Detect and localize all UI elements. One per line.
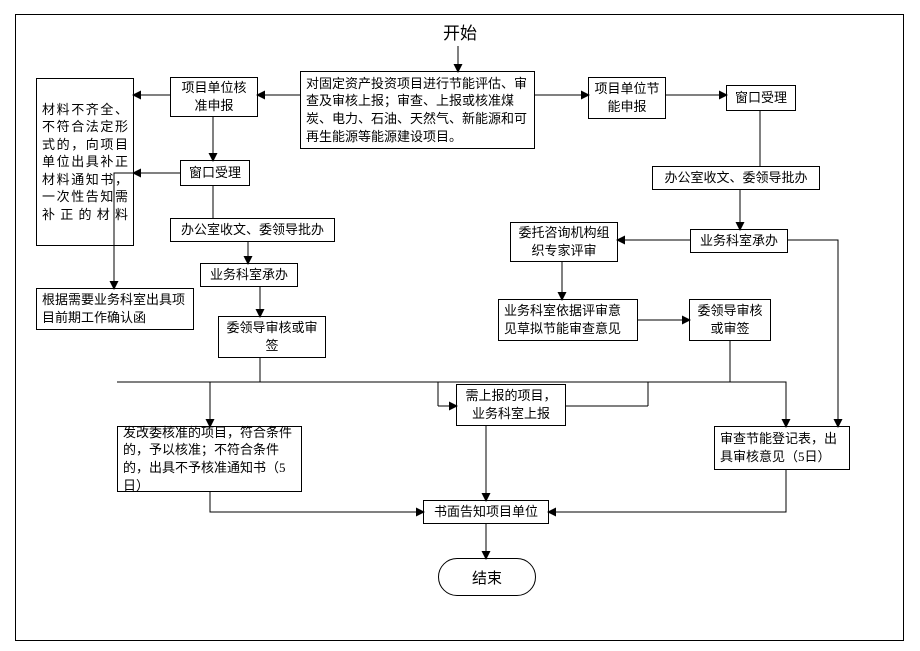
- node-top-center: 对固定资产投资项目进行节能评估、审查及审核上报；审查、上报或核准煤炭、电力、石油…: [300, 71, 535, 149]
- node-l-window: 窗口受理: [180, 160, 250, 186]
- node-r-window: 窗口受理: [726, 85, 796, 111]
- node-l-dept: 业务科室承办: [200, 263, 298, 287]
- node-m-report: 需上报的项目，业务科室上报: [456, 384, 566, 426]
- node-r-apply: 项目单位节能申报: [588, 77, 666, 119]
- node-r-office: 办公室收文、委领导批办: [652, 166, 820, 190]
- node-r-dept: 业务科室承办: [690, 229, 788, 253]
- node-r-review: 委领导审核或审签: [689, 299, 771, 341]
- flowchart-canvas: 开始 对固定资产投资项目进行节能评估、审查及审核上报；审查、上报或核准煤炭、电力…: [0, 0, 920, 651]
- node-notify: 书面告知项目单位: [423, 500, 549, 524]
- node-l-result: 发改委核准的项目，符合条件的，予以核准；不符合条件的，出具不予核准通知书（5日）: [117, 426, 302, 492]
- node-l-approve: 项目单位核准申报: [170, 77, 258, 117]
- node-l-office: 办公室收文、委领导批办: [170, 218, 335, 242]
- node-l-reject: 材料不齐全、不符合法定形式的，向项目单位出具补正材料通知书，一次性告知需补正的材…: [36, 78, 134, 246]
- node-l-confirm: 根据需要业务科室出具项目前期工作确认函: [36, 288, 194, 330]
- node-r-result: 审查节能登记表，出具审核意见（5日）: [714, 426, 850, 470]
- node-r-expert: 委托咨询机构组织专家评审: [510, 222, 618, 262]
- end-node: 结束: [438, 558, 536, 596]
- start-node: 开始: [435, 24, 485, 44]
- node-l-review: 委领导审核或审签: [218, 316, 326, 358]
- node-r-draft: 业务科室依据评审意见草拟节能审查意见: [498, 299, 638, 341]
